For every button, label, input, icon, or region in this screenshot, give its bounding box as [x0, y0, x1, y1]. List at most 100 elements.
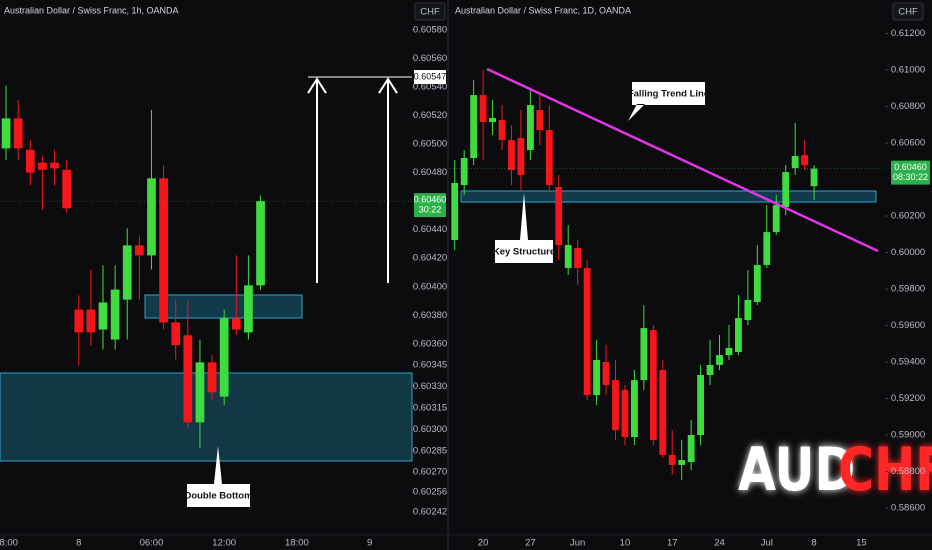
- callout-box: [187, 446, 250, 507]
- y-tick-label: 0.61200: [891, 28, 925, 39]
- candle-body: [706, 364, 714, 375]
- candle-body: [517, 138, 525, 175]
- y-tick-label: 0.60440: [413, 224, 447, 235]
- candle-body: [134, 245, 144, 256]
- candle-body: [678, 460, 686, 465]
- y-tick-label: 0.58800: [891, 466, 925, 477]
- candle-body: [602, 362, 610, 386]
- current-price-label: 0.60460: [894, 162, 927, 172]
- demand-zone: [144, 294, 303, 319]
- callout-box: [628, 82, 705, 121]
- y-tick-label: 0.60000: [891, 247, 925, 258]
- candle-body: [231, 318, 241, 330]
- y-tick-label: 0.60285: [413, 445, 447, 456]
- candle-body: [470, 95, 478, 159]
- candle-body: [183, 335, 193, 423]
- chart-title: Australian Dollar / Swiss Franc, 1D, OAN…: [455, 5, 631, 15]
- candle-body: [687, 435, 695, 463]
- watermark-base: AUD: [738, 434, 855, 504]
- chart-title: Australian Dollar / Swiss Franc, 1h, OAN…: [4, 5, 179, 15]
- candle-body: [526, 105, 534, 150]
- candle-body: [574, 247, 582, 269]
- y-tick-label: 0.61000: [891, 65, 925, 76]
- y-tick-label: 0.60360: [413, 338, 447, 349]
- unit-label: CHF: [420, 7, 440, 18]
- annotation: Key Structure: [493, 247, 555, 258]
- candle-body: [640, 328, 648, 381]
- key-structure-zone: [460, 190, 877, 203]
- y-tick-label: 0.60420: [413, 253, 447, 264]
- support-zone: [0, 372, 413, 462]
- unit-box[interactable]: [414, 2, 446, 21]
- y-tick-label: 0.60300: [413, 424, 447, 435]
- candle-body: [171, 322, 181, 346]
- candle-body: [489, 118, 496, 123]
- candle-body: [555, 187, 563, 246]
- candle-body: [460, 158, 468, 186]
- x-tick-label: 24: [714, 538, 725, 549]
- marker-box: [414, 70, 446, 85]
- candle-body: [668, 454, 676, 465]
- candle-body: [630, 380, 638, 438]
- candle-body: [207, 362, 217, 393]
- candle-body: [593, 360, 600, 396]
- candle-body: [479, 95, 487, 123]
- candle-body: [122, 245, 132, 300]
- candle-body: [612, 380, 619, 431]
- y-tick-label: 0.60800: [891, 101, 925, 112]
- y-tick-label: 0.60600: [891, 138, 925, 149]
- candle-body: [98, 302, 108, 330]
- candle-body: [659, 370, 667, 455]
- candle-body: [735, 318, 742, 352]
- x-tick-label: 12:00: [212, 538, 236, 549]
- current-price-label: 0.60460: [414, 195, 447, 205]
- y-tick-label: 0.60500: [413, 139, 447, 150]
- x-tick-label: 17: [667, 538, 678, 549]
- y-tick-label: 0.60480: [413, 167, 447, 178]
- y-tick-label: 0.60242: [413, 507, 447, 518]
- y-tick-label: 0.60256: [413, 487, 447, 498]
- unit-label: CHF: [898, 7, 918, 18]
- y-tick-label: 0.60315: [413, 403, 447, 414]
- y-tick-label: 0.59600: [891, 320, 925, 331]
- candle-body: [159, 178, 168, 323]
- candle-body: [753, 264, 761, 302]
- candle-body: [791, 156, 799, 169]
- x-tick-label: 27: [525, 538, 536, 549]
- candle-body: [74, 309, 84, 333]
- y-tick-label: 0.60200: [891, 211, 925, 222]
- candle-body: [649, 330, 657, 440]
- y-tick-label: 0.60400: [413, 281, 447, 292]
- y-tick-label: 0.59000: [891, 430, 925, 441]
- x-tick-label: 18:00: [0, 538, 18, 549]
- y-tick-label: 0.60380: [413, 310, 447, 321]
- current-price-box: [414, 193, 446, 218]
- candle-body: [25, 149, 35, 173]
- candle-body: [244, 285, 253, 333]
- candle-body: [38, 162, 47, 170]
- y-tick-label: 0.60560: [413, 53, 447, 64]
- unit-box[interactable]: [892, 2, 924, 21]
- watermark-quote: CHF: [838, 434, 932, 504]
- y-tick-label: 0.60345: [413, 360, 447, 371]
- y-tick-label: 0.60520: [413, 110, 447, 121]
- current-price-box: [891, 160, 930, 185]
- y-tick-label: 0.60580: [413, 24, 447, 35]
- x-tick-label: Jun: [570, 538, 585, 549]
- y-tick-label: 0.60540: [413, 82, 447, 93]
- candle-body: [621, 389, 629, 438]
- candle-body: [697, 374, 705, 436]
- candle-body: [219, 318, 229, 397]
- y-tick-label: 0.60330: [413, 381, 447, 392]
- x-tick-label: 8: [76, 538, 81, 549]
- candles: [1, 70, 818, 480]
- candle-body: [782, 172, 790, 208]
- candle-body: [772, 205, 780, 233]
- countdown-label: 30:22: [419, 205, 442, 215]
- candle-body: [545, 130, 553, 186]
- candle-body: [451, 183, 459, 240]
- candle-body: [50, 162, 59, 169]
- candle-body: [256, 201, 265, 286]
